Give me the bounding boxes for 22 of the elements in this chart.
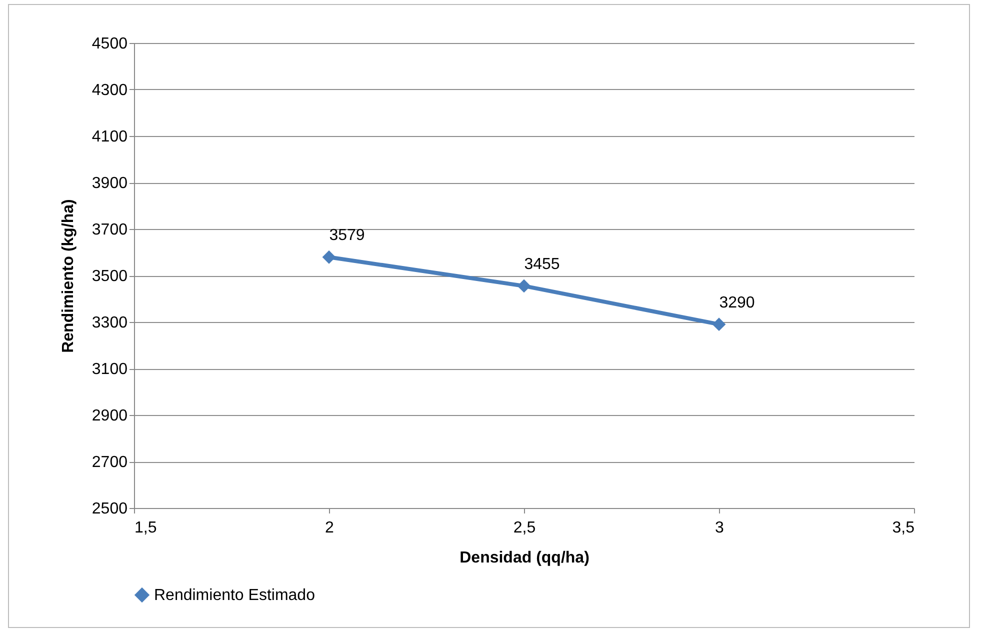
y-tick-label: 4100 bbox=[92, 128, 128, 146]
y-tick-label: 4500 bbox=[92, 36, 128, 52]
y-tick-label: 2900 bbox=[92, 408, 128, 424]
y-tick-label: 3900 bbox=[92, 175, 128, 192]
legend-label: Rendimiento Estimado bbox=[154, 587, 316, 604]
x-tick-label: 1,5 bbox=[134, 520, 157, 536]
y-tick-label: 2500 bbox=[92, 500, 128, 518]
y-tick-label: 3300 bbox=[92, 314, 128, 332]
x-tick-label: 3 bbox=[715, 520, 724, 536]
x-tick-label: 3,5 bbox=[892, 520, 915, 536]
y-tick-label: 2700 bbox=[92, 454, 128, 471]
data-label: 3290 bbox=[719, 294, 755, 312]
data-label: 3455 bbox=[524, 256, 560, 273]
y-tick-label: 3700 bbox=[92, 222, 128, 238]
x-axis-title: Densidad (qq/ha) bbox=[460, 550, 590, 566]
y-tick-label: 3500 bbox=[92, 268, 128, 285]
x-tick-label: 2,5 bbox=[513, 520, 536, 536]
y-tick-label: 4300 bbox=[92, 82, 128, 99]
y-tick-label: 3100 bbox=[92, 361, 128, 378]
y-axis-title: Rendimiento (kg/ha) bbox=[60, 199, 77, 353]
x-tick-label: 2 bbox=[325, 520, 334, 536]
data-label: 3579 bbox=[329, 227, 365, 244]
